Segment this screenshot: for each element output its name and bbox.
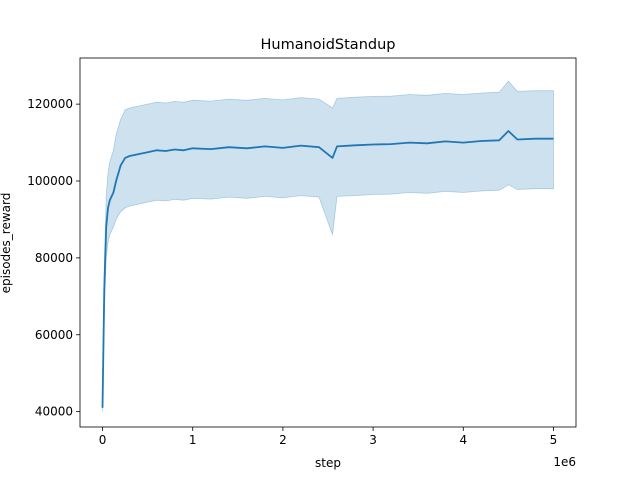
x-tick-label: 5 bbox=[550, 433, 558, 447]
y-axis-ticks: 40000 60000 80000 100000 120000 bbox=[27, 97, 80, 419]
y-tick-label: 60000 bbox=[35, 328, 73, 342]
y-tick-label: 40000 bbox=[35, 405, 73, 419]
x-axis-label: step bbox=[315, 456, 341, 470]
x-tick-label: 2 bbox=[279, 433, 287, 447]
plot-area bbox=[101, 80, 554, 412]
x-axis-ticks: 0 1 2 3 4 5 bbox=[99, 427, 558, 447]
axes-frame bbox=[79, 57, 577, 428]
x-tick-label: 1 bbox=[189, 433, 197, 447]
y-tick-label: 100000 bbox=[27, 174, 73, 188]
y-tick-label: 80000 bbox=[35, 251, 73, 265]
y-tick-label: 120000 bbox=[27, 97, 73, 111]
x-axis-offset-label: 1e6 bbox=[553, 455, 576, 469]
confidence-band bbox=[102, 80, 554, 412]
x-tick-label: 3 bbox=[369, 433, 377, 447]
x-tick-label: 4 bbox=[459, 433, 467, 447]
chart-title: HumanoidStandup bbox=[261, 37, 396, 53]
y-axis-label: episodes_reward bbox=[0, 193, 13, 294]
mean-line bbox=[101, 130, 554, 408]
x-tick-label: 0 bbox=[99, 433, 107, 447]
